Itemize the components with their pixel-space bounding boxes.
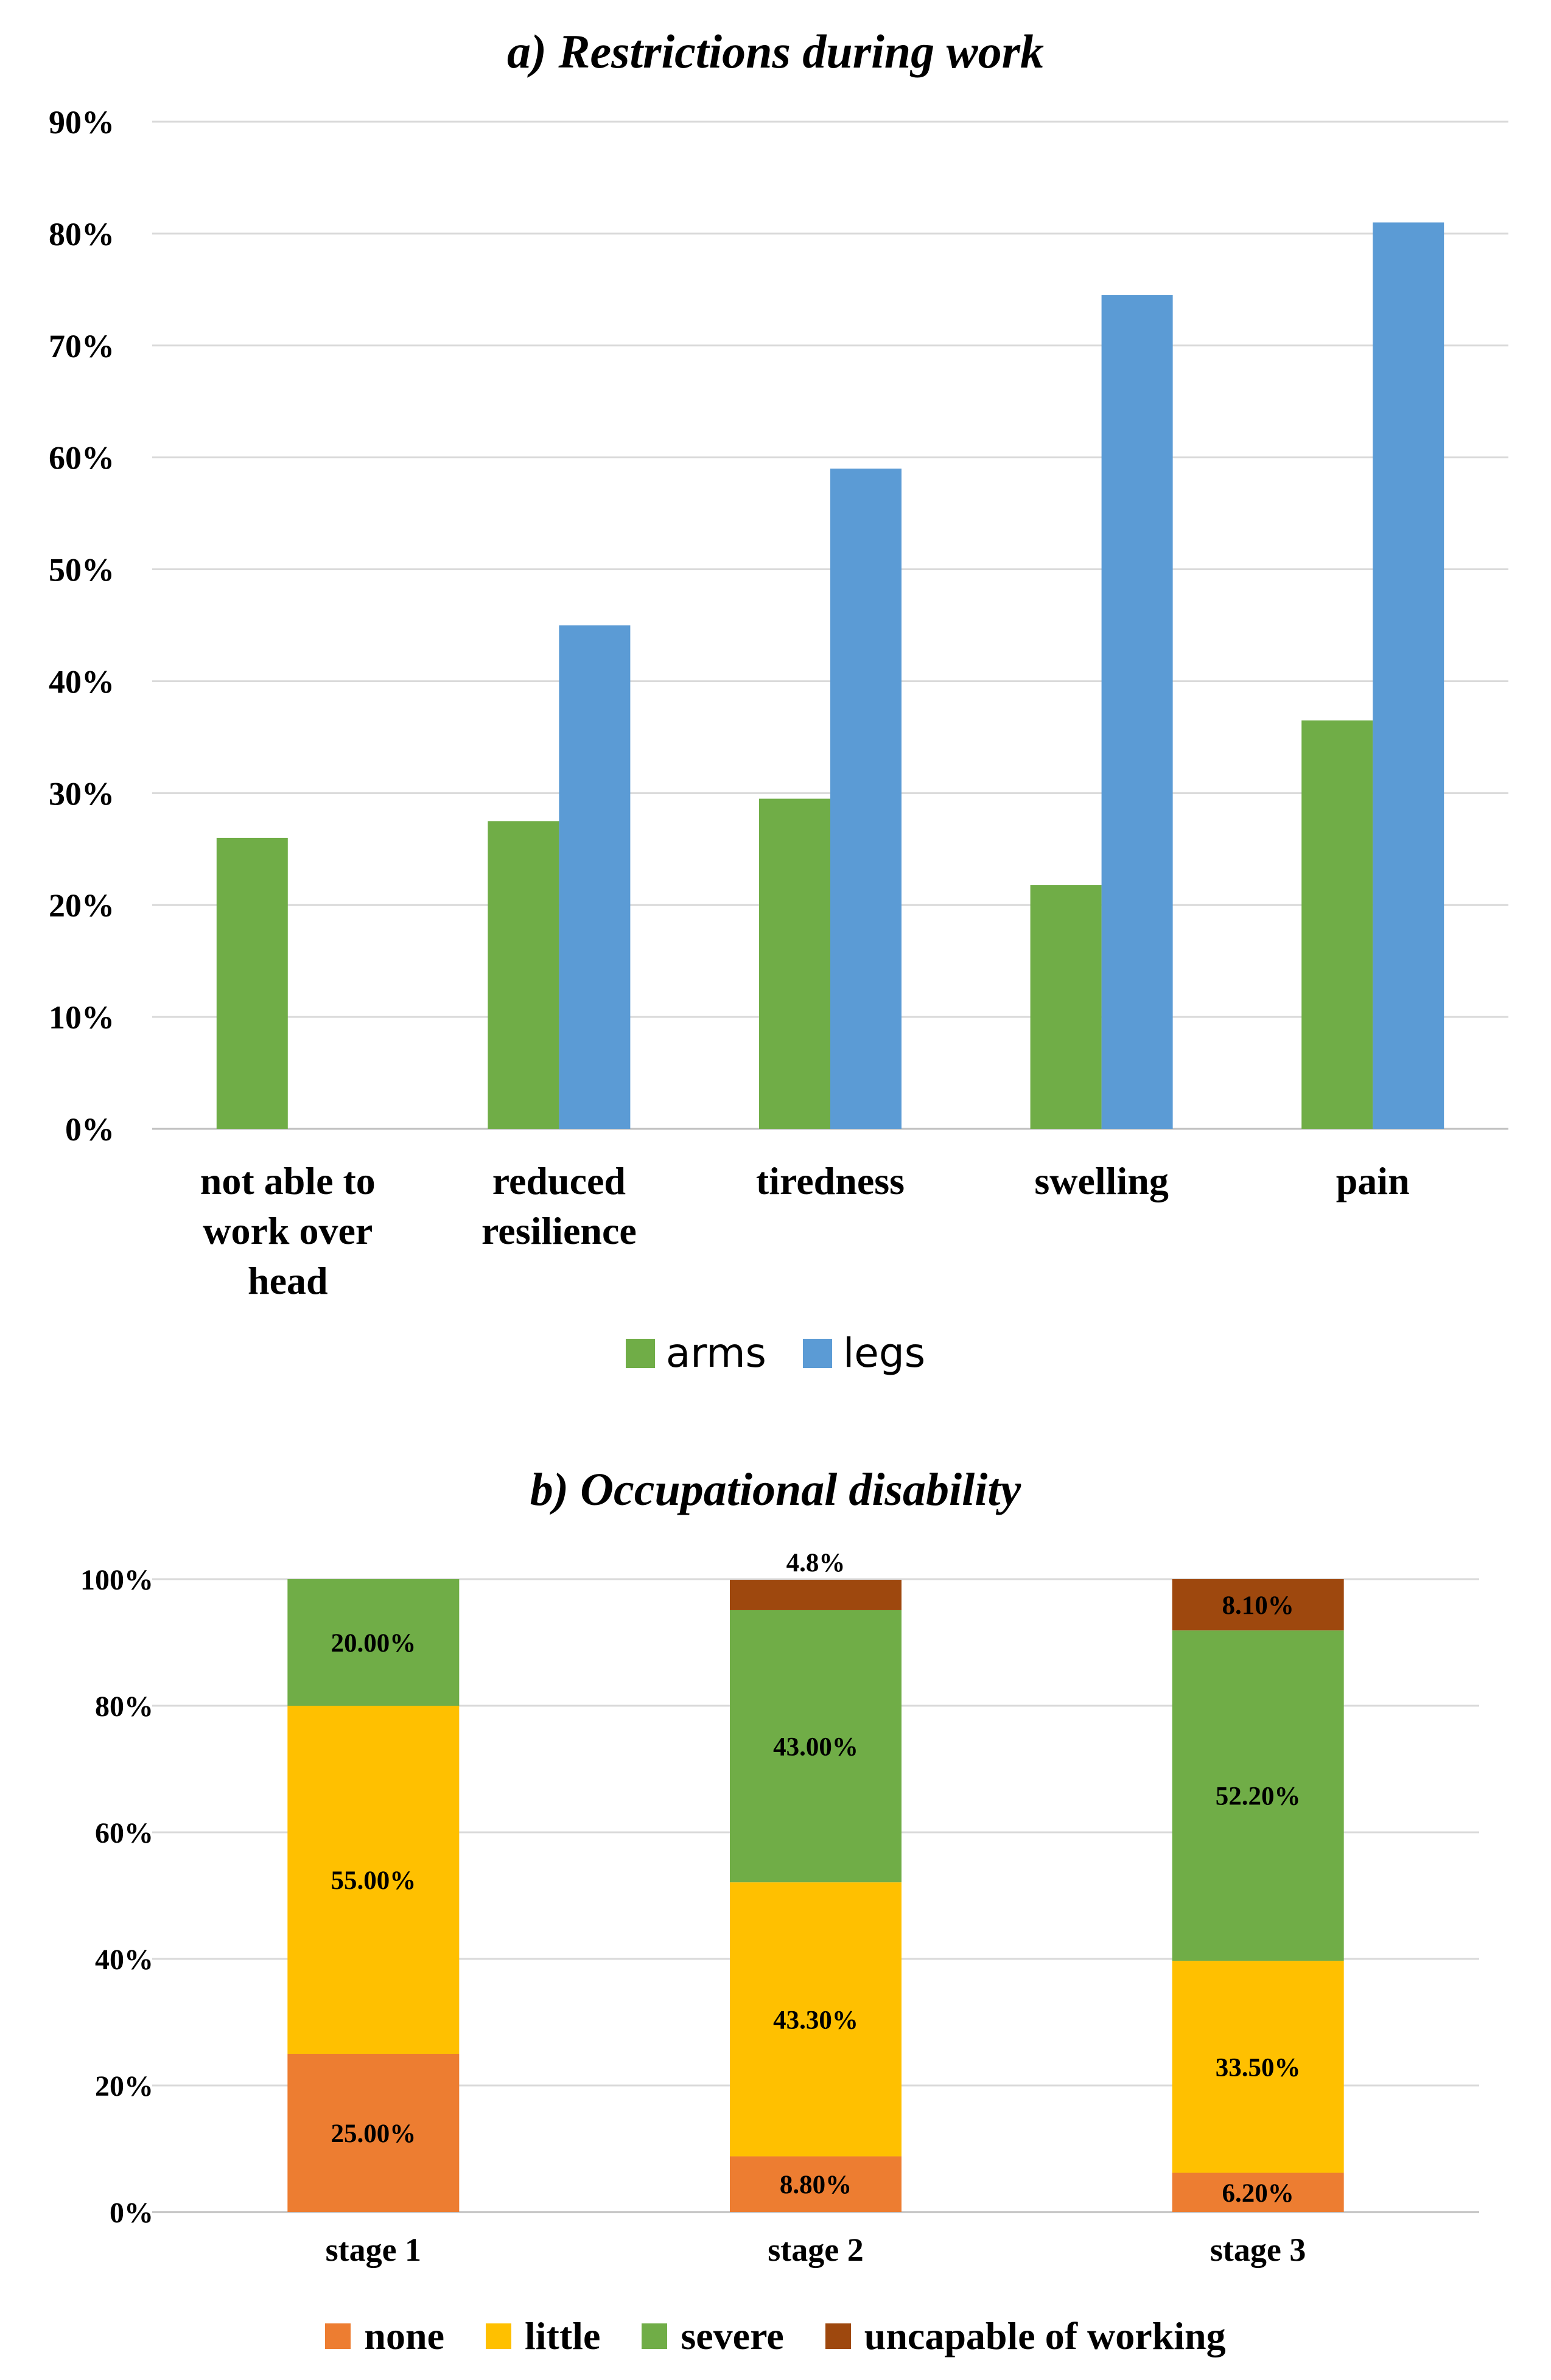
data-label: 43.30% [773,2006,858,2034]
bar-legs [830,469,902,1129]
restrictions-chart-title: a) Restrictions during work [506,25,1045,78]
bar-arms [1030,885,1102,1129]
legend-label-little: little [524,2314,601,2357]
legend-label-arms: arms [665,1330,766,1377]
data-label: 43.00% [773,1733,858,1762]
disability-chart-panel: b) Occupational disability 0% 20% 40% 60% 80… [0,1418,1551,2380]
legend-item-severe: severe [642,2314,784,2359]
stacked-bar-uncapable-of-working [1172,1579,1344,1631]
data-label: 8.80% [780,2171,852,2199]
bar-legs [1101,295,1173,1129]
y-tick-label: 20% [49,887,114,924]
y-tick-label: 50% [49,552,114,588]
x-category-label: swelling [1034,1159,1168,1202]
stacked-bar-severe [287,1579,460,1706]
x-category-label: tiredness [756,1159,905,1202]
y-tick-label: 20% [95,2070,153,2103]
data-label: 25.00% [331,2120,416,2148]
bar-legs [559,625,631,1129]
stacked-bar-none [1172,2172,1344,2212]
data-label: 52.20% [1216,1782,1301,1811]
legend-label-legs: legs [842,1330,926,1377]
x-category-label: stage 3 [1210,2232,1306,2268]
legend-item-none: none [325,2314,444,2359]
restrictions-chart-panel: a) Restrictions during work 0% 10% 20% 30% 4… [0,25,1551,1377]
y-tick-label: 60% [95,1817,153,1849]
y-tick-label: 30% [49,775,114,812]
legend-swatch-legs [802,1338,832,1368]
y-tick-label: 40% [95,1944,153,1976]
legend-swatch-little [485,2323,511,2349]
legend-label-severe: severe [681,2314,784,2357]
disability-chart-title: b) Occupational disability [530,1464,1021,1515]
y-tick-label: 0% [110,2197,153,2229]
y-tick-label: 60% [49,440,114,476]
y-tick-label: 70% [49,328,114,365]
x-category-label: stage 2 [768,2232,863,2268]
stacked-bar-little [730,1882,902,2157]
data-label: 33.50% [1216,2053,1301,2082]
stacked-bar-little [1172,1961,1344,2173]
bar-arms [759,798,830,1129]
x-category-label: stage 1 [326,2232,421,2268]
y-tick-label: 40% [49,663,114,700]
legend-swatch-none [325,2323,351,2349]
legend-item-uncapable: uncapable of working [825,2314,1226,2359]
y-tick-label: 80% [49,216,114,253]
data-label: 8.10% [1222,1591,1294,1620]
x-category-label: pain [1336,1159,1410,1202]
y-tick-label: 100% [80,1564,153,1596]
data-label: 6.20% [1222,2179,1294,2208]
data-label: 4.8% [786,1549,846,1577]
legend-item-arms: arms [625,1330,766,1377]
stacked-bar-uncapable-of-working [730,1580,902,1610]
x-category-label: not able to [200,1159,376,1202]
y-tick-label: 80% [95,1691,153,1723]
data-label: 55.00% [331,1866,416,1895]
disability-chart-plot: 0% 20% 40% 60% 80% 100% 25.00% 55.00% 20.00% stag… [80,1549,1479,2268]
legend-swatch-uncapable [825,2323,851,2349]
x-category-label: head [248,1259,328,1302]
legend-label-none: none [364,2314,444,2357]
bar-arms [1301,720,1373,1129]
x-category-label: resilience [481,1209,637,1252]
restrictions-legend: arms legs [0,1330,1551,1377]
y-tick-label: 90% [49,104,114,141]
stacked-bar-severe [730,1610,902,1883]
legend-item-little: little [485,2314,601,2359]
restrictions-chart-plot: 0% 10% 20% 30% 40% 50% 60% 70% 80% 90% not able to… [49,104,1508,1302]
y-tick-label: 10% [49,999,114,1036]
stacked-bar-severe [1172,1630,1344,1961]
data-label: 20.00% [331,1629,416,1658]
stacked-bar-none [730,2156,902,2212]
x-category-label: work over [203,1209,373,1252]
bar-legs [1373,222,1444,1129]
legend-label-uncapable: uncapable of working [864,2314,1226,2357]
disability-legend: none little severe uncapable of working [0,2314,1551,2359]
legend-item-legs: legs [802,1330,926,1377]
legend-swatch-severe [642,2323,668,2349]
bar-arms [488,821,559,1129]
stacked-bar-little [287,1706,460,2054]
stacked-bar-none [287,2054,460,2212]
legend-swatch-arms [625,1338,655,1368]
x-category-label: reduced [492,1159,626,1202]
y-tick-label: 0% [65,1111,114,1148]
bar-arms [216,837,288,1129]
